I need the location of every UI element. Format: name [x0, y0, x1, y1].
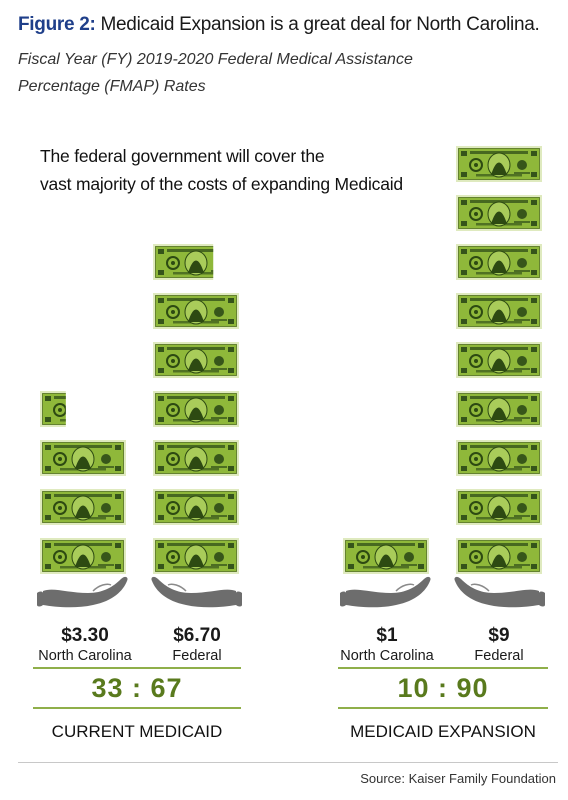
dollar-bill-icon-current-nc-3 — [40, 440, 126, 476]
open-hand-icon-current-federal — [151, 576, 242, 608]
figure-title-text: Medicaid Expansion is a great deal for N… — [95, 14, 540, 35]
dollar-bill-icon-current-federal-3 — [153, 440, 239, 476]
dollar-bill-icon-current-federal-6 — [153, 293, 239, 329]
source-note: Source: Kaiser Family Foundation — [360, 771, 556, 786]
category-label-expansion-nc: North Carolina — [340, 648, 434, 664]
amount-label-expansion-nc: $1 — [376, 625, 398, 646]
figure-title: Figure 2: Medicaid Expansion is a great … — [18, 14, 540, 36]
group-label-current: CURRENT MEDICAID — [51, 722, 223, 741]
figure-title-lead: Figure 2: — [18, 14, 96, 35]
dollar-bill-icon-expansion-federal-2 — [456, 489, 542, 525]
subtitle-line-2: Percentage (FMAP) Rates — [18, 78, 206, 95]
footer-divider — [18, 762, 558, 763]
ratio-expansion: 10 : 90 — [397, 673, 489, 703]
group-label-expansion: MEDICAID EXPANSION — [350, 722, 536, 741]
dollar-bill-icon-expansion-federal-7 — [456, 244, 542, 280]
dollar-bill-icon-expansion-federal-9 — [456, 146, 542, 182]
dollar-bill-icon-current-federal-1 — [153, 538, 239, 574]
open-hand-icon-expansion-federal — [454, 576, 545, 608]
dollar-bill-icon-current-federal-4 — [153, 391, 239, 427]
subtitle-line-1: Fiscal Year (FY) 2019-2020 Federal Medic… — [18, 51, 413, 68]
dollar-bill-icon-expansion-federal-8 — [456, 195, 542, 231]
dollar-bill-icon-current-nc-1 — [40, 538, 126, 574]
dollar-bill-icon-expansion-federal-3 — [456, 440, 542, 476]
category-label-expansion-federal: Federal — [474, 648, 524, 664]
annotation-line-2: vast majority of the costs of expanding … — [40, 174, 403, 194]
group-rule-expansion-bottom — [338, 707, 548, 709]
group-rule-current-bottom — [33, 707, 241, 709]
dollar-bill-icon-current-nc-partial — [40, 391, 66, 427]
open-hand-icon-expansion-nc — [340, 576, 431, 608]
dollar-bill-icon-expansion-federal-1 — [456, 538, 542, 574]
category-label-current-nc: North Carolina — [38, 648, 132, 664]
amount-label-expansion-federal: $9 — [488, 625, 510, 646]
dollar-bill-icon-expansion-federal-5 — [456, 342, 542, 378]
dollar-bill-icon-current-federal-2 — [153, 489, 239, 525]
dollar-bill-icon-current-federal-partial — [153, 244, 214, 280]
open-hand-icon-current-nc — [37, 576, 128, 608]
dollar-bill-icon-expansion-nc-1 — [343, 538, 429, 574]
amount-label-current-federal: $6.70 — [173, 625, 221, 646]
annotation-line-1: The federal government will cover the — [40, 146, 325, 166]
category-label-current-federal: Federal — [172, 648, 222, 664]
ratio-current: 33 : 67 — [91, 673, 183, 703]
group-rule-current-top — [33, 667, 241, 669]
dollar-bill-icon-expansion-federal-4 — [456, 391, 542, 427]
amount-label-current-nc: $3.30 — [61, 625, 109, 646]
dollar-bill-icon-current-federal-5 — [153, 342, 239, 378]
dollar-bill-icon-expansion-federal-6 — [456, 293, 542, 329]
dollar-bill-icon-current-nc-2 — [40, 489, 126, 525]
group-rule-expansion-top — [338, 667, 548, 669]
